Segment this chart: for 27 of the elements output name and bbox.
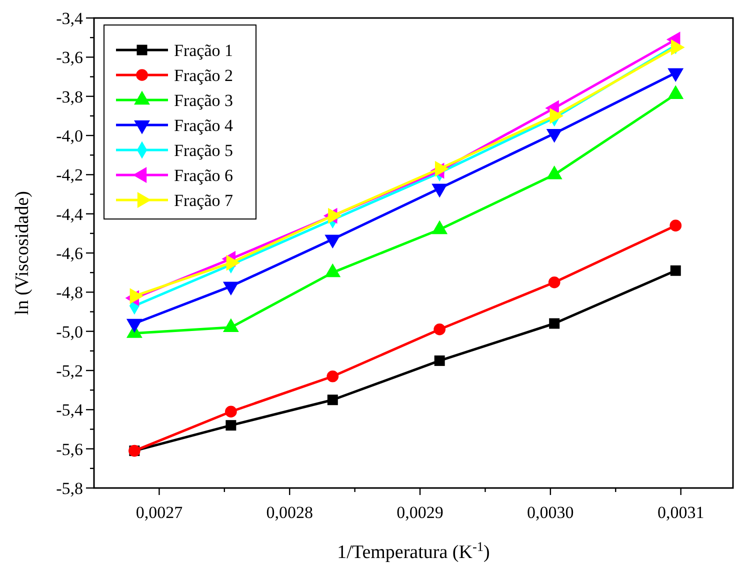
y-tick-label: -3,4 <box>56 8 84 28</box>
legend-label: Fração 2 <box>174 66 234 85</box>
x-tick-label: 0,0030 <box>527 503 574 522</box>
x-axis-title: 1/Temperatura (K$^{-1}$) <box>337 538 490 563</box>
legend-label: Fração 6 <box>174 166 234 185</box>
x-tick-label: 0,0028 <box>266 503 313 522</box>
y-tick-label: -4,8 <box>56 283 83 302</box>
y-axis-title: ln (Viscosidade) <box>12 191 33 315</box>
x-tick-label: 0,0031 <box>657 503 704 522</box>
legend-label: Fração 7 <box>174 190 234 210</box>
y-tick-label: -5,2 <box>56 361 83 380</box>
legend-label: Fração 5 <box>174 140 234 160</box>
x-tick-label: 0,0027 <box>136 503 184 522</box>
y-tick-label: -4,2 <box>56 166 83 185</box>
legend-label: Fração 4 <box>174 116 234 135</box>
y-tick-label: -5,0 <box>56 322 83 342</box>
legend-label: Fração 1 <box>174 40 234 60</box>
y-tick-label: -5,8 <box>56 478 83 498</box>
legend-label: Fração 3 <box>174 90 234 110</box>
y-tick-label: -4,0 <box>56 126 83 146</box>
y-tick-label: -4,4 <box>56 204 84 224</box>
y-tick-label: -3,8 <box>56 87 83 106</box>
y-tick-label: -4,6 <box>56 244 83 263</box>
y-tick-label: -5,4 <box>56 400 84 420</box>
y-tick-label: -3,6 <box>56 48 83 68</box>
x-tick-label: 0,0029 <box>396 503 444 522</box>
y-tick-label: -5,6 <box>56 440 83 459</box>
